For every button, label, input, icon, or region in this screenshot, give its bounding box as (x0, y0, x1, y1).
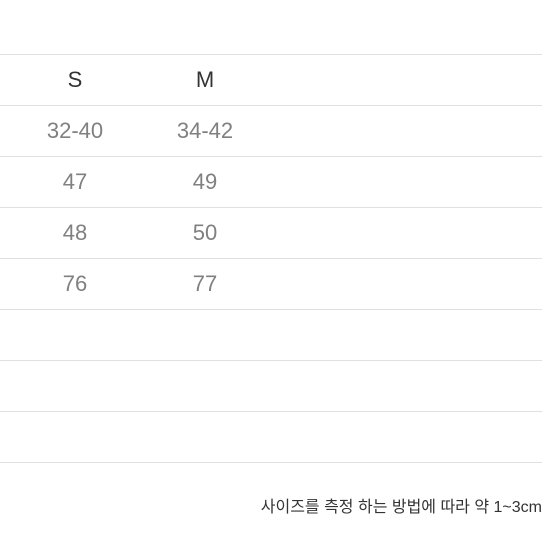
header-cell-s: S (10, 67, 140, 93)
footer-note: 사이즈를 측정 하는 방법에 따라 약 1~3cm (261, 493, 542, 517)
table-row: 76 77 (0, 258, 542, 309)
cell: 76 (10, 271, 140, 297)
table-row: 32-40 34-42 (0, 105, 542, 156)
cell: 50 (140, 220, 270, 246)
empty-row (0, 411, 542, 462)
cell: 77 (140, 271, 270, 297)
cell: 49 (140, 169, 270, 195)
size-table: S M 32-40 34-42 47 49 48 50 76 77 (0, 0, 542, 513)
table-header-row: S M (0, 54, 542, 105)
empty-row (0, 360, 542, 411)
header-cell-m: M (140, 67, 270, 93)
cell: 34-42 (140, 118, 270, 144)
spacer-row (0, 0, 542, 54)
table-row: 47 49 (0, 156, 542, 207)
table-row: 48 50 (0, 207, 542, 258)
cell: 32-40 (10, 118, 140, 144)
empty-row (0, 309, 542, 360)
cell: 48 (10, 220, 140, 246)
cell: 47 (10, 169, 140, 195)
